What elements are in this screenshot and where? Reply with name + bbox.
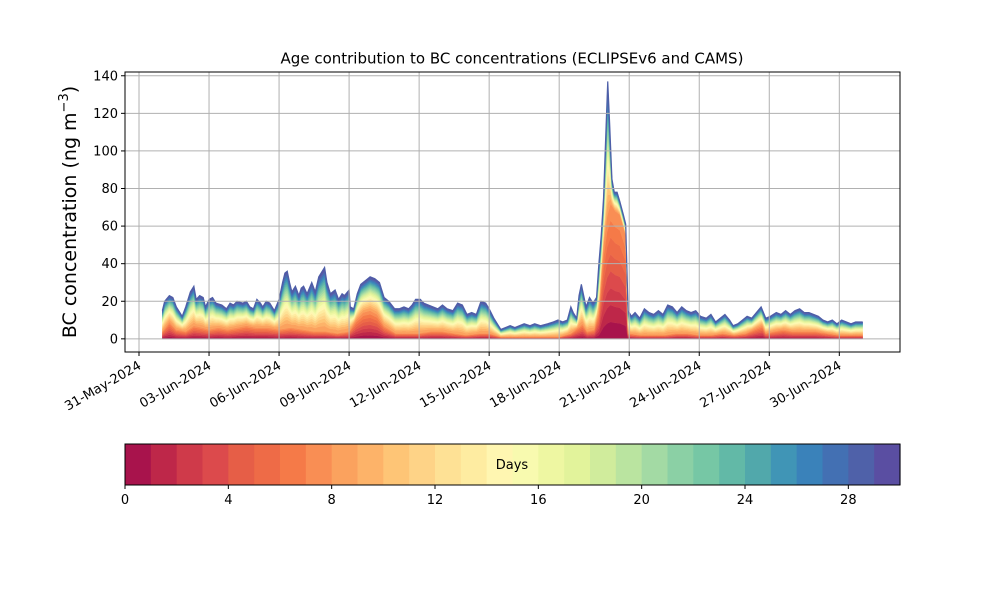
colorbar-cell	[874, 444, 901, 485]
colorbar-cell	[486, 444, 514, 485]
y-tick-label: 40	[101, 257, 118, 272]
colorbar-cell	[383, 444, 410, 485]
y-tick-label: 140	[93, 69, 118, 84]
colorbar-cell	[305, 444, 333, 485]
colorbar-cell	[176, 444, 204, 485]
colorbar-cell	[822, 444, 849, 485]
colorbar-cell	[719, 444, 746, 485]
colorbar-tick-label: 4	[224, 493, 232, 508]
colorbar-ticks: 0 4 8 12 16 20 24 28	[121, 485, 857, 508]
colorbar-cell	[590, 444, 617, 485]
colorbar-cell	[641, 444, 669, 485]
colorbar-cell	[538, 444, 565, 485]
y-tick-label: 120	[93, 107, 118, 122]
colorbar-cell	[409, 444, 436, 485]
colorbar-tick-label: 24	[737, 493, 754, 508]
colorbar-cell	[150, 444, 178, 485]
colorbar: Days 0 4 8 12 16 20 24 28	[121, 443, 901, 508]
y-tick-label: 100	[93, 144, 118, 159]
y-tick-label: 60	[101, 220, 118, 235]
colorbar-frame	[124, 443, 901, 486]
colorbar-cell	[202, 444, 229, 485]
colorbar-cell	[357, 444, 384, 485]
colorbar-cell	[564, 444, 591, 485]
age-bands	[162, 84, 863, 340]
colorbar-tick-label: 28	[840, 493, 857, 508]
chart-title: Age contribution to BC concentrations (E…	[281, 50, 744, 68]
colorbar-cell	[745, 444, 772, 485]
colorbar-cell	[228, 444, 255, 485]
colorbar-cell	[512, 444, 539, 485]
colorbar-tick-label: 12	[427, 493, 444, 508]
colorbar-cell	[667, 444, 694, 485]
colorbar-cells	[125, 444, 901, 485]
total-line	[161, 81, 863, 331]
colorbar-cell	[770, 444, 798, 485]
y-axis-label-close: )	[59, 86, 81, 93]
colorbar-cell	[693, 444, 720, 485]
total-outline	[161, 81, 863, 331]
colorbar-tick-label: 0	[121, 493, 129, 508]
grid-lines	[125, 72, 900, 352]
colorbar-cell	[331, 444, 359, 485]
y-axis-ticks: 0 20 40 60 80 100 120 140	[93, 69, 125, 347]
colorbar-cell	[796, 444, 824, 485]
plot-frame	[124, 71, 901, 353]
colorbar-tick-label: 16	[530, 493, 547, 508]
colorbar-cell	[848, 444, 875, 485]
colorbar-cell	[254, 444, 281, 485]
colorbar-label: Days	[496, 458, 529, 473]
y-axis-label-superscript: −3	[57, 93, 72, 112]
y-axis-label: BC concentration (ng m−3)	[57, 86, 81, 338]
y-tick-label: 20	[101, 295, 118, 310]
y-axis-label-text: BC concentration (ng m	[59, 112, 81, 338]
colorbar-tick-label: 8	[328, 493, 336, 508]
colorbar-cell	[460, 444, 488, 485]
colorbar-cell	[435, 444, 462, 485]
colorbar-tick-label: 20	[633, 493, 650, 508]
colorbar-cell	[615, 444, 643, 485]
y-tick-label: 0	[110, 332, 118, 347]
colorbar-cell	[125, 444, 152, 485]
y-tick-label: 80	[101, 182, 118, 197]
colorbar-cell	[280, 444, 307, 485]
